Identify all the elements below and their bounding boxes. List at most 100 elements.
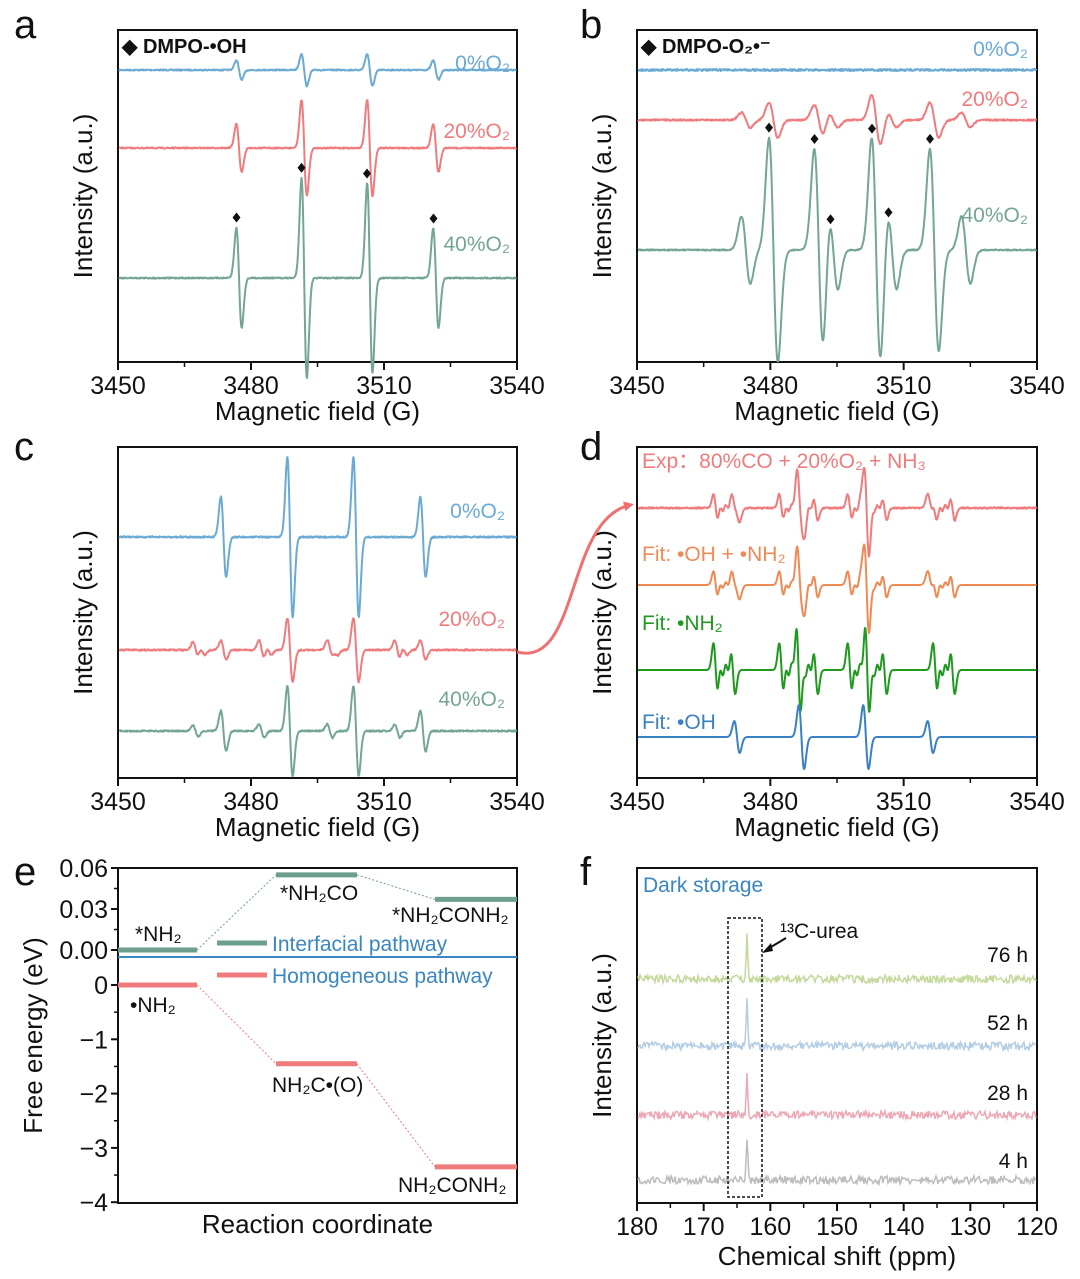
series-label: 0%O₂ bbox=[450, 500, 505, 523]
diamond-marker bbox=[297, 162, 306, 173]
x-tick-label: 3480 bbox=[223, 372, 279, 400]
diamond-marker bbox=[363, 168, 371, 179]
step-label: •NH₂ bbox=[130, 994, 176, 1017]
series-label: Exp：80%CO + 20%O₂ + NH₃ bbox=[642, 450, 926, 473]
x-tick-label: 3450 bbox=[609, 372, 665, 400]
panel-label-b: b bbox=[580, 3, 602, 47]
y-tick-label: −2 bbox=[79, 1081, 108, 1109]
legend-label: Homogeneous pathway bbox=[272, 965, 493, 988]
x-axis-label: Magnetic field (G) bbox=[215, 396, 420, 426]
y-tick-label: 0.03 bbox=[59, 896, 108, 924]
y-axis-label: Free energy (eV) bbox=[18, 937, 48, 1134]
x-tick-label: 120 bbox=[1016, 1213, 1058, 1241]
spectrum-trace bbox=[637, 627, 1037, 713]
panel-c: c Magnetic field (G) Intensity (a.u.) 3450 3… bbox=[14, 425, 545, 842]
spectrum-trace bbox=[118, 176, 517, 380]
step-label: *NH₂CONH₂ bbox=[392, 904, 509, 927]
legend-label: Interfacial pathway bbox=[272, 933, 448, 956]
step-label: *NH₂CO bbox=[280, 882, 358, 905]
spectrum-trace bbox=[118, 456, 518, 619]
y-axis-label: Intensity (a.u.) bbox=[587, 530, 617, 695]
x-tick-label: 170 bbox=[683, 1213, 725, 1241]
x-tick-label: 3480 bbox=[223, 788, 279, 816]
panel-e: e Reaction coordinate Free energy (eV) 0.06… bbox=[14, 850, 518, 1239]
step-label: NH₂CONH₂ bbox=[398, 1174, 506, 1197]
spectrum-trace bbox=[118, 52, 517, 88]
series-label: 0%O₂ bbox=[455, 52, 510, 75]
spectrum-trace bbox=[637, 136, 1038, 363]
x-tick-label: 3510 bbox=[876, 372, 932, 400]
series-label: 76 h bbox=[987, 944, 1028, 967]
y-tick-label: −1 bbox=[79, 1026, 108, 1054]
spectrum-trace bbox=[637, 466, 1038, 558]
diamond-marker bbox=[826, 214, 835, 225]
x-axis-label: Chemical shift (ppm) bbox=[718, 1241, 956, 1271]
series-label: Fit: •NH₂ bbox=[642, 612, 723, 635]
x-tick-label: 3450 bbox=[90, 788, 146, 816]
series-label: Fit: •OH bbox=[642, 711, 716, 734]
series-label: 20%O₂ bbox=[961, 88, 1028, 111]
y-axis-label: Intensity (a.u.) bbox=[587, 953, 617, 1118]
panel-d: d Magnetic field (G) Intensity (a.u.) 3450 3… bbox=[580, 425, 1065, 842]
diamond-marker bbox=[232, 212, 241, 223]
step-label: NH₂C•(O) bbox=[272, 1074, 363, 1097]
x-tick-label: 3510 bbox=[356, 788, 412, 816]
nmr-trace bbox=[637, 1139, 1037, 1187]
plot-frame bbox=[117, 867, 518, 1204]
x-axis-label: Magnetic field (G) bbox=[215, 812, 420, 842]
series-label: 28 h bbox=[987, 1082, 1028, 1105]
series-label: 52 h bbox=[987, 1012, 1028, 1035]
plot-frame bbox=[636, 29, 1038, 363]
y-axis-label: Intensity (a.u.) bbox=[68, 114, 98, 279]
diamond-marker bbox=[926, 133, 934, 144]
nmr-trace bbox=[637, 933, 1037, 986]
energy-connector bbox=[196, 874, 277, 951]
nmr-trace bbox=[637, 1073, 1037, 1122]
x-axis-label: Magnetic field (G) bbox=[734, 812, 939, 842]
energy-connector bbox=[356, 874, 436, 900]
y-tick-label: 0.06 bbox=[59, 855, 108, 883]
x-tick-label: 3540 bbox=[489, 788, 545, 816]
nmr-trace bbox=[637, 997, 1037, 1053]
plot-frame bbox=[117, 29, 518, 363]
x-tick-label: 3510 bbox=[876, 788, 932, 816]
panel-label-f: f bbox=[580, 850, 592, 894]
panel-label-c: c bbox=[14, 425, 34, 469]
panel-label-e: e bbox=[14, 850, 36, 894]
legend-title: ◆ DMPO-O₂•⁻ bbox=[640, 36, 771, 58]
x-tick-label: 3450 bbox=[609, 788, 665, 816]
y-tick-label: −3 bbox=[79, 1135, 108, 1163]
spectrum-trace bbox=[637, 704, 1037, 770]
series-label: 40%O₂ bbox=[438, 688, 505, 711]
step-label: *NH₂ bbox=[135, 923, 182, 946]
x-tick-label: 3510 bbox=[356, 372, 412, 400]
x-axis-label: Magnetic field (G) bbox=[734, 396, 939, 426]
x-tick-label: 3540 bbox=[489, 372, 545, 400]
y-axis-label: Intensity (a.u.) bbox=[68, 530, 98, 695]
panel-a: a Magnetic field (G) Intensity (a.u.) 3450 3… bbox=[14, 3, 545, 426]
panel-title: Dark storage bbox=[643, 874, 763, 897]
series-label: 40%O₂ bbox=[443, 233, 510, 256]
diamond-marker bbox=[765, 122, 773, 133]
series-label: 20%O₂ bbox=[438, 608, 505, 631]
series-label: 20%O₂ bbox=[443, 120, 510, 143]
series-label: 4 h bbox=[999, 1150, 1028, 1173]
highlight-box bbox=[727, 917, 763, 1198]
x-tick-label: 3480 bbox=[743, 372, 799, 400]
y-axis-label: Intensity (a.u.) bbox=[587, 114, 617, 279]
diamond-marker bbox=[884, 207, 893, 218]
spectrum-trace bbox=[118, 685, 518, 778]
x-tick-label: 180 bbox=[616, 1213, 658, 1241]
y-tick-label: −4 bbox=[79, 1189, 108, 1217]
y-tick-label: 0 bbox=[94, 972, 108, 1000]
connector-arrow bbox=[516, 501, 634, 655]
x-tick-label: 160 bbox=[749, 1213, 791, 1241]
x-tick-label: 3450 bbox=[90, 372, 146, 400]
plot-frame bbox=[636, 867, 1038, 1204]
energy-connector bbox=[356, 1063, 436, 1168]
diamond-marker bbox=[868, 123, 876, 134]
spectrum-trace bbox=[118, 99, 518, 198]
legend-title: ◆ DMPO-•OH bbox=[121, 36, 247, 58]
x-axis-label: Reaction coordinate bbox=[202, 1209, 433, 1239]
